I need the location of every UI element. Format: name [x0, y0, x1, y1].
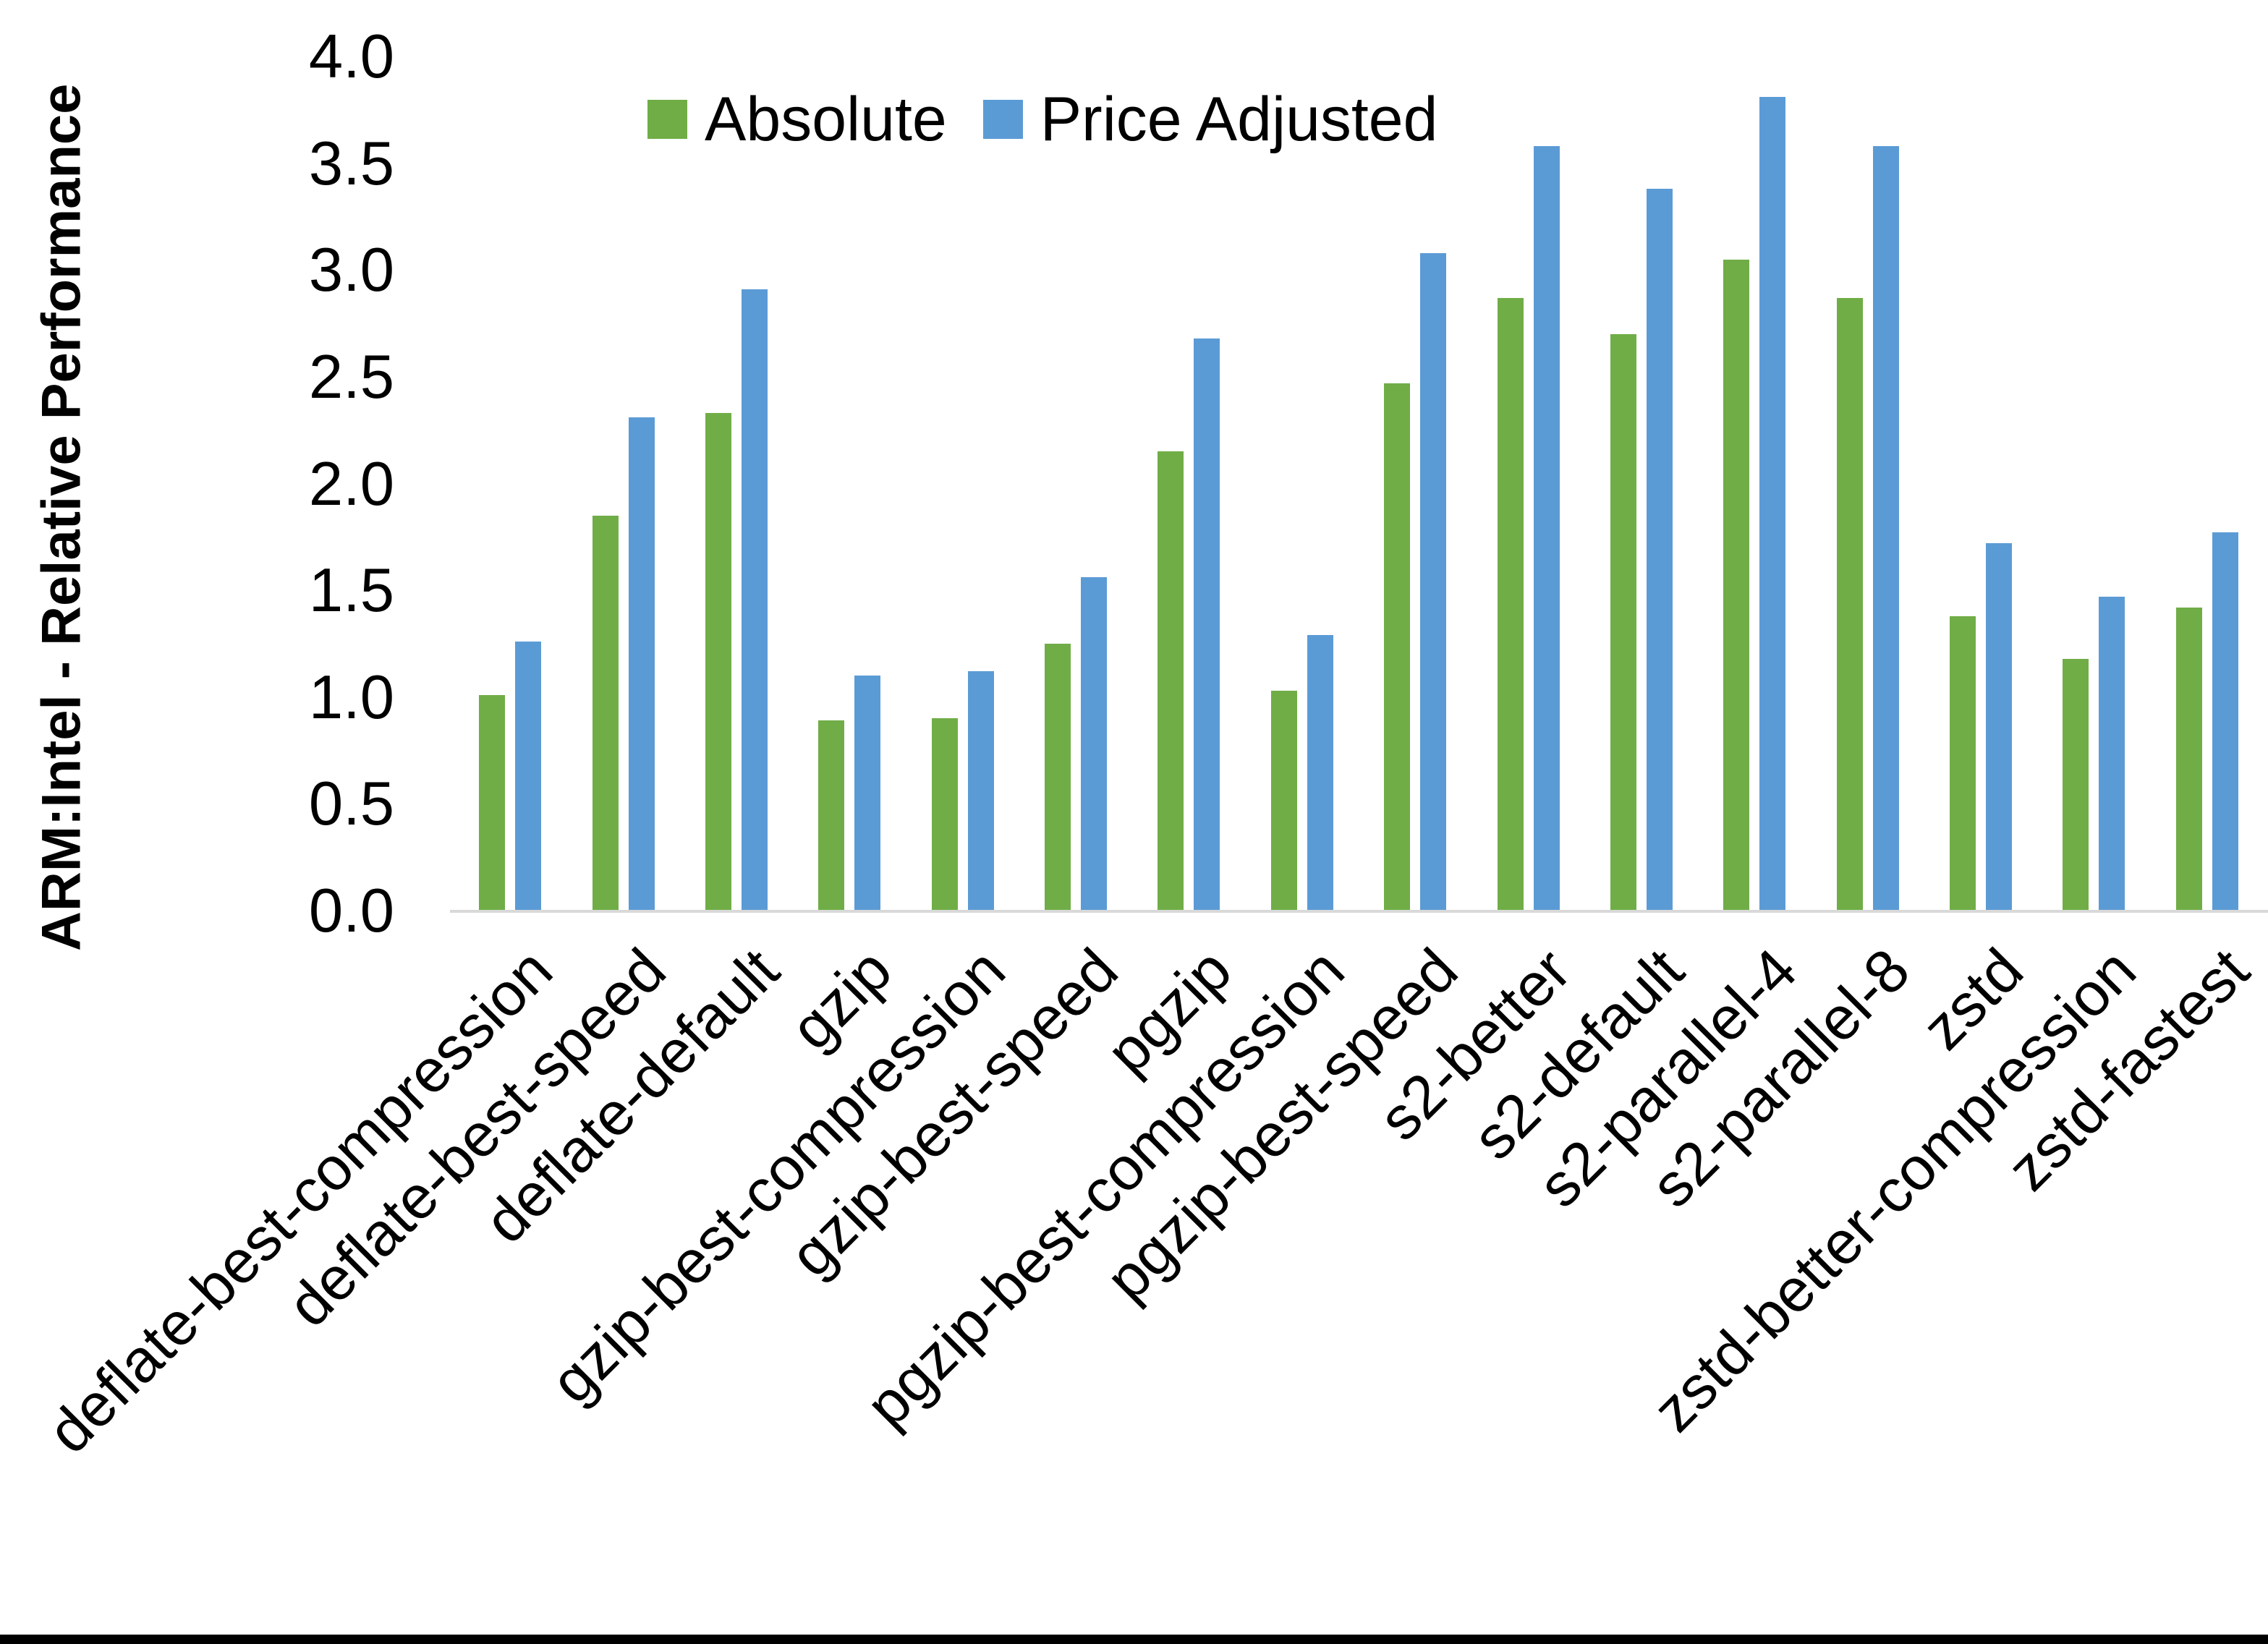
bar-absolute-s2-parallel-8 — [1836, 297, 1863, 911]
bar-absolute-s2-parallel-4 — [1723, 259, 1750, 911]
y-tick-label: 1.5 — [308, 556, 394, 626]
bar-price-adjusted-zstd-fastest — [2212, 532, 2238, 911]
y-tick-label: 1.0 — [308, 663, 394, 732]
x-category-label: pgzip-best-compression — [852, 935, 1357, 1440]
bar-price-adjusted-deflate-best-compression — [515, 642, 542, 911]
legend-swatch-icon — [647, 100, 687, 139]
y-tick-label: 0.0 — [308, 877, 394, 945]
y-tick-label: 3.5 — [308, 129, 394, 198]
bar-absolute-gzip-best-speed — [1045, 643, 1071, 911]
x-category-label: gzip-best-speed — [776, 935, 1131, 1290]
bar-price-adjusted-zstd — [1986, 543, 2013, 911]
y-tick-label: 4.0 — [308, 22, 394, 91]
x-category-label: zstd — [1908, 935, 2036, 1062]
legend-label: Absolute — [705, 85, 947, 154]
bar-absolute-deflate-best-speed — [592, 515, 619, 911]
y-axis-tick-labels: 4.0 3.5 3.0 2.5 2.0 1.5 1.0 0.5 0.0 — [0, 0, 394, 1013]
bar-price-adjusted-s2-default — [1646, 189, 1673, 911]
x-category-label: zstd-better-compression — [1639, 935, 2149, 1445]
legend-swatch-icon — [982, 100, 1023, 139]
bar-absolute-zstd — [1950, 616, 1976, 911]
legend-item-absolute: Absolute — [647, 88, 947, 150]
x-axis-line — [450, 910, 2268, 913]
x-category-label: s2-parallel-8 — [1638, 935, 1923, 1220]
bar-absolute-s2-default — [1610, 333, 1636, 911]
bar-price-adjusted-deflate-best-speed — [628, 417, 655, 911]
plot-area — [454, 56, 2264, 911]
legend: Absolute Price Adjusted — [647, 88, 1437, 150]
bar-absolute-pgzip-best-speed — [1384, 383, 1411, 911]
bar-absolute-deflate-default — [705, 413, 731, 911]
x-category-label: pgzip — [1092, 935, 1244, 1086]
bar-price-adjusted-pgzip — [1194, 338, 1220, 911]
bar-price-adjusted-pgzip-best-compression — [1307, 635, 1333, 911]
x-category-label: s2-better — [1365, 935, 1584, 1154]
bar-price-adjusted-s2-better — [1533, 146, 1560, 911]
bar-price-adjusted-pgzip-best-speed — [1420, 252, 1447, 911]
x-category-label: pgzip-best-speed — [1092, 935, 1471, 1313]
bar-absolute-zstd-better-compression — [2063, 658, 2089, 911]
bar-absolute-s2-better — [1497, 297, 1524, 911]
y-tick-label: 2.5 — [308, 342, 394, 412]
x-category-label: deflate-default — [470, 935, 791, 1256]
bar-absolute-gzip-best-compression — [931, 718, 958, 911]
bar-absolute-gzip — [818, 720, 845, 911]
x-category-label: gzip-best-compression — [537, 935, 1018, 1416]
y-tick-label: 2.0 — [308, 449, 394, 519]
x-category-label: gzip — [777, 935, 905, 1062]
x-category-label: deflate-best-compression — [34, 935, 566, 1466]
bottom-border — [0, 1635, 2268, 1644]
bar-price-adjusted-zstd-better-compression — [2099, 596, 2125, 911]
x-category-label: s2-default — [1459, 935, 1696, 1172]
x-category-label: s2-parallel-4 — [1524, 935, 1810, 1220]
bar-absolute-deflate-best-compression — [479, 694, 506, 911]
bar-absolute-zstd-fastest — [2175, 607, 2202, 911]
bar-price-adjusted-gzip-best-speed — [1081, 577, 1108, 911]
legend-label: Price Adjusted — [1040, 85, 1438, 154]
bar-price-adjusted-deflate-default — [741, 289, 768, 911]
y-tick-label: 0.5 — [308, 770, 394, 839]
bar-price-adjusted-gzip — [854, 676, 881, 911]
y-tick-label: 3.0 — [308, 236, 394, 305]
legend-item-price-adjusted: Price Adjusted — [982, 85, 1438, 154]
x-category-label: zstd-fastest — [1994, 935, 2262, 1204]
bar-absolute-pgzip-best-compression — [1270, 690, 1297, 911]
bar-price-adjusted-s2-parallel-8 — [1872, 146, 1899, 911]
bar-price-adjusted-s2-parallel-4 — [1759, 97, 1786, 911]
bar-price-adjusted-gzip-best-compression — [967, 671, 994, 911]
bar-absolute-pgzip — [1158, 451, 1184, 911]
